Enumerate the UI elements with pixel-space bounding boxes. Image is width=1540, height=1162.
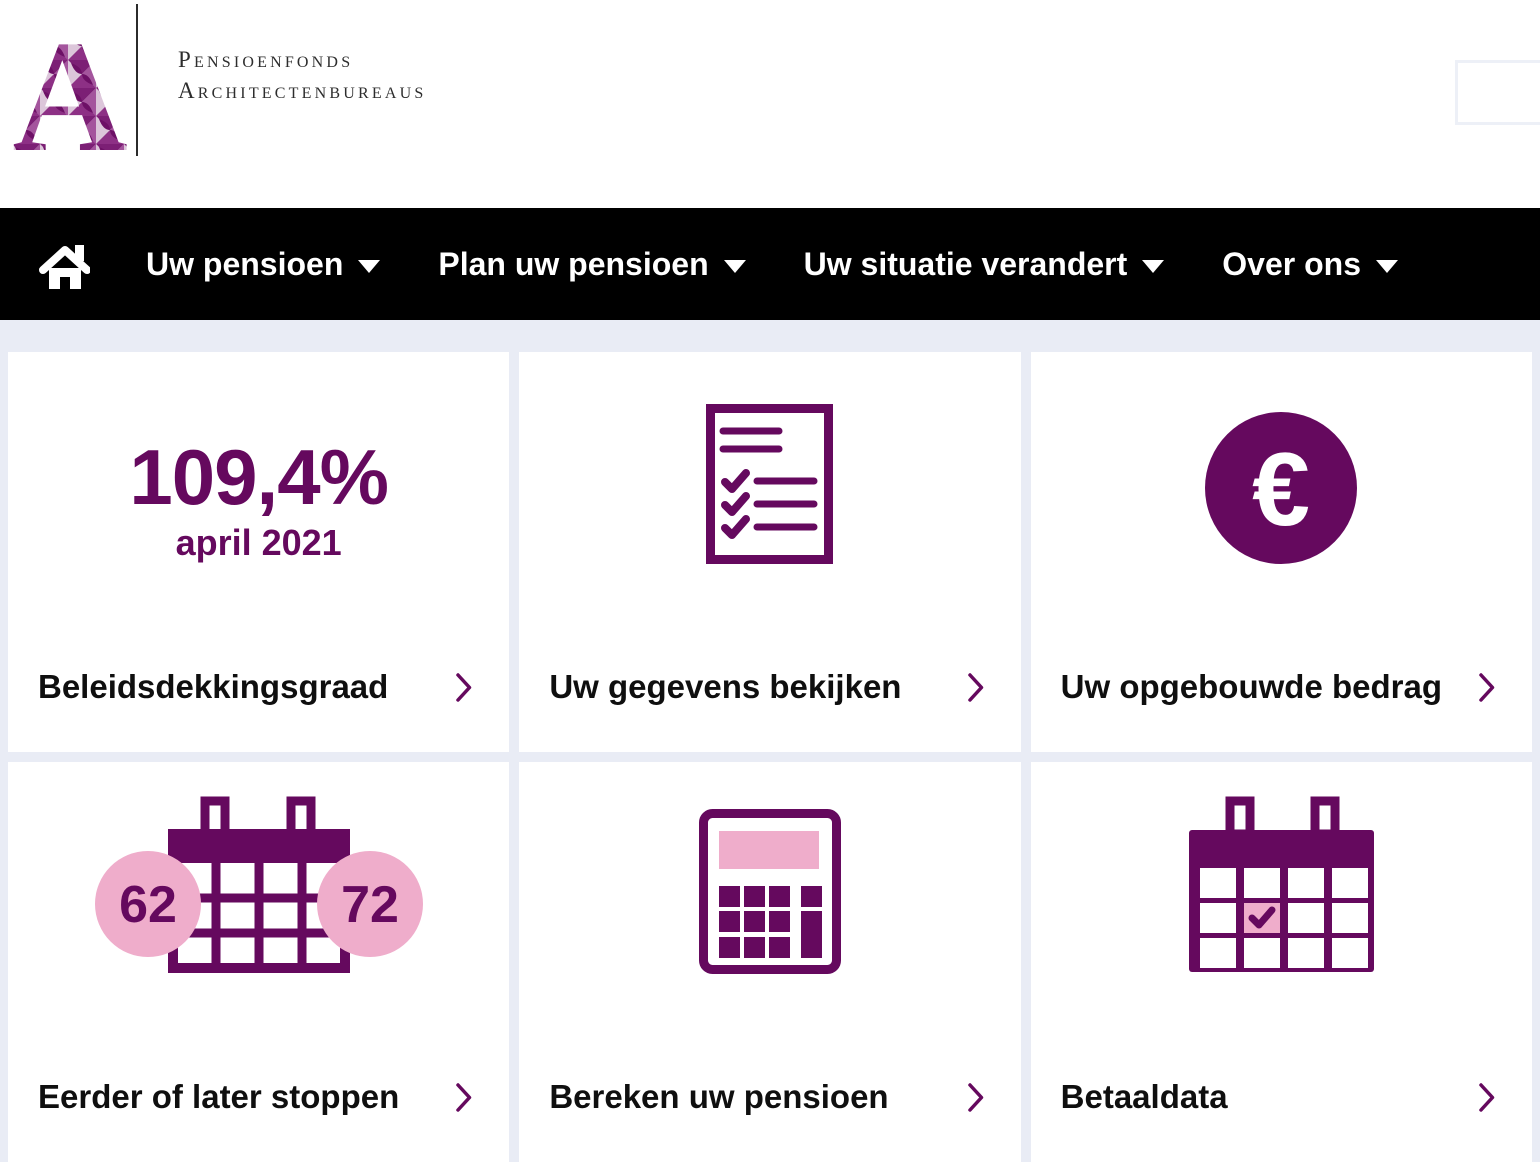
coverage-ratio-display: 109,4% april 2021 — [8, 352, 509, 564]
card-uw-gegevens-bekijken[interactable]: Uw gegevens bekijken — [519, 352, 1021, 752]
card-label: Uw gegevens bekijken — [549, 668, 902, 705]
nav-item-label: Over ons — [1222, 245, 1361, 282]
card-label: Betaaldata — [1060, 1078, 1228, 1115]
card-label: Bereken uw pensioen — [549, 1078, 889, 1115]
nav-item-uw-situatie-verandert[interactable]: Uw situatie verandert — [804, 246, 1165, 283]
brand-logo[interactable]: A — [12, 7, 132, 185]
site-header: A Pensioenfonds Architectenbureaus — [0, 0, 1540, 208]
nav-item-uw-pensioen[interactable]: Uw pensioen — [146, 245, 381, 283]
card-betaaldata[interactable]: Betaaldata — [1030, 762, 1532, 1162]
nav-item-label: Uw pensioen — [146, 245, 344, 282]
nav-item-plan-uw-pensioen[interactable]: Plan uw pensioen — [438, 245, 746, 283]
card-bereken-uw-pensioen[interactable]: Bereken uw pensioen — [519, 762, 1021, 1162]
coverage-ratio-value: 109,4% — [129, 433, 389, 522]
chevron-right-icon — [456, 1082, 472, 1112]
chevron-down-icon — [358, 260, 381, 273]
age-left-value: 62 — [119, 876, 177, 934]
chevron-down-icon — [723, 260, 746, 273]
calculator-icon — [698, 809, 841, 974]
nav-item-over-ons[interactable]: Over ons — [1222, 246, 1398, 283]
card-eerder-of-later-stoppen[interactable]: 62 72 Eerder of later stoppen — [8, 762, 510, 1162]
card-grid: 109,4% april 2021 Beleidsdekkingsgraad — [8, 352, 1532, 1162]
coverage-ratio-period: april 2021 — [175, 522, 342, 563]
calendar-ages-icon: 62 72 — [94, 796, 423, 973]
age-right-value: 72 — [341, 876, 399, 934]
main-content: 109,4% april 2021 Beleidsdekkingsgraad — [0, 320, 1540, 1162]
brand-logo-letter: A — [12, 7, 128, 185]
card-beleidsdekkingsgraad[interactable]: 109,4% april 2021 Beleidsdekkingsgraad — [8, 352, 510, 752]
nav-item-label: Plan uw pensioen — [438, 245, 709, 282]
calendar-check-icon — [1188, 796, 1374, 972]
chevron-right-icon — [456, 672, 472, 702]
brand-line1: Pensioenfonds — [178, 47, 354, 72]
chevron-right-icon — [1479, 1082, 1495, 1112]
header-corner-box — [1455, 60, 1540, 125]
euro-symbol: € — [1252, 432, 1310, 548]
check-mark — [1248, 906, 1276, 929]
chevron-down-icon — [1376, 260, 1398, 273]
card-uw-opgebouwde-bedrag[interactable]: € Uw opgebouwde bedrag — [1030, 352, 1532, 752]
nav-item-label: Uw situatie verandert — [803, 245, 1128, 282]
chevron-right-icon — [967, 672, 983, 702]
chevron-right-icon — [1479, 672, 1495, 702]
brand-text: Pensioenfonds Architectenbureaus — [178, 44, 426, 106]
home-icon — [39, 245, 90, 289]
chevron-down-icon — [1142, 260, 1165, 273]
card-label: Uw opgebouwde bedrag — [1060, 668, 1442, 705]
checklist-document-icon — [706, 404, 834, 564]
card-label: Eerder of later stoppen — [38, 1078, 400, 1115]
header-divider — [136, 4, 138, 156]
euro-circle-icon: € — [1205, 412, 1358, 564]
brand-line2: Architectenbureaus — [178, 78, 427, 103]
card-label: Beleidsdekkingsgraad — [38, 668, 389, 705]
main-nav: Uw pensioen Plan uw pensioen Uw situatie… — [0, 208, 1540, 320]
home-button[interactable] — [38, 239, 90, 289]
chevron-right-icon — [967, 1082, 983, 1112]
